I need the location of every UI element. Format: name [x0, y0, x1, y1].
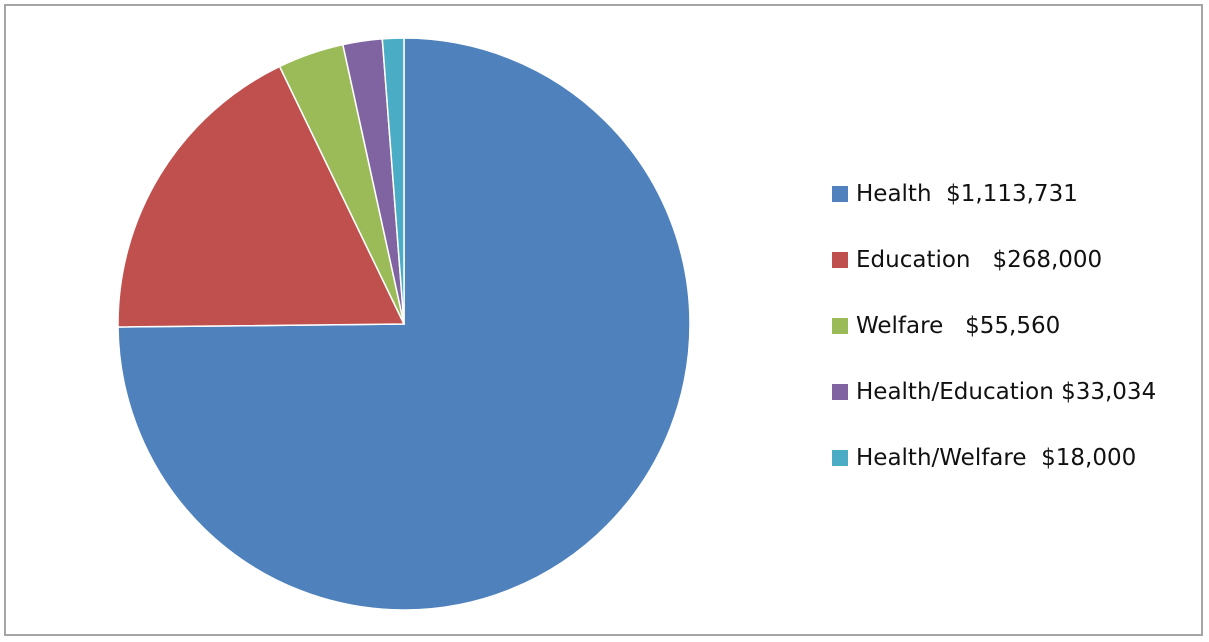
legend-label: Welfare $55,560 [856, 313, 1061, 339]
legend-swatch [832, 252, 848, 268]
legend-label: Health $1,113,731 [856, 181, 1078, 207]
chart-area: Health $1,113,731 Education $268,000 Welfa… [4, 4, 1203, 636]
legend-swatch [832, 318, 848, 334]
legend-swatch [832, 186, 848, 202]
legend-swatch [832, 450, 848, 466]
legend-item: Welfare $55,560 [832, 309, 1060, 343]
pie-slice-education [117, 65, 406, 328]
legend-item: Health/Welfare $18,000 [832, 441, 1136, 475]
legend-item: Health $1,113,731 [832, 177, 1078, 211]
legend-label: Health/Education $33,034 [856, 379, 1157, 405]
legend-item: Health/Education $33,034 [832, 375, 1156, 409]
legend-label: Health/Welfare $18,000 [856, 445, 1137, 471]
legend-label: Education $268,000 [856, 247, 1103, 273]
pie-slice-health-welfare [381, 37, 405, 325]
legend-swatch [832, 384, 848, 400]
legend-item: Education $268,000 [832, 243, 1102, 277]
pie-chart [117, 37, 691, 611]
